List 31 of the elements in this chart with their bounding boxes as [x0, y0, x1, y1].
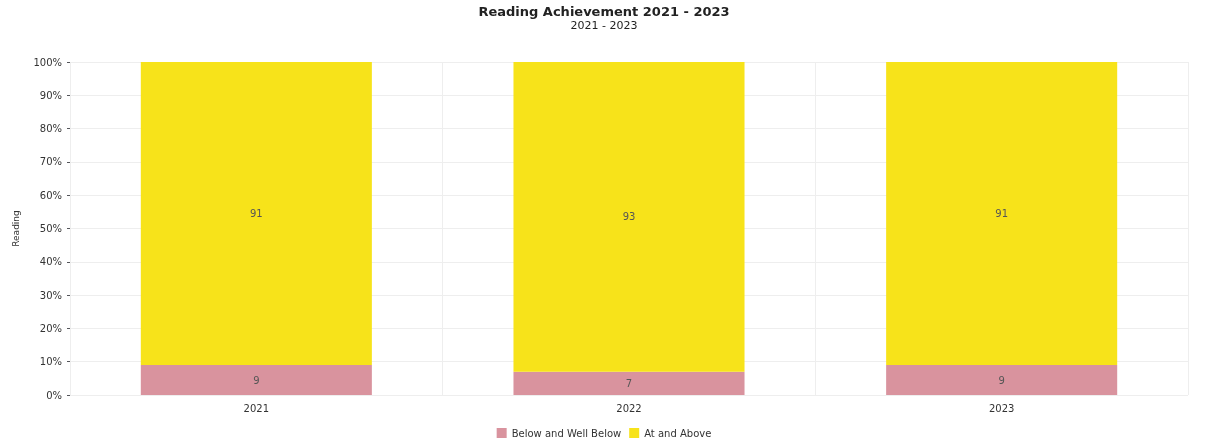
- data-label: 93: [622, 211, 636, 223]
- y-tick-label: 90%: [39, 89, 62, 101]
- data-label: 9: [253, 374, 260, 386]
- y-tick-label: 60%: [39, 189, 62, 201]
- bar: [140, 365, 372, 395]
- chart-subtitle: 2021 - 2023: [570, 19, 638, 32]
- bar: [886, 62, 1118, 366]
- y-tick-label: 50%: [39, 223, 62, 234]
- y-tick-label: 30%: [39, 289, 62, 301]
- bar: [513, 371, 745, 395]
- legend-label: Below and Well Below: [511, 427, 622, 439]
- x-tick-label: 2021: [243, 402, 270, 414]
- legend-label: At and Above: [644, 427, 712, 439]
- data-label: 91: [995, 208, 1009, 220]
- x-tick-label: 2022: [616, 402, 642, 414]
- y-tick-label: 80%: [39, 123, 62, 135]
- bar: [513, 62, 745, 372]
- data-label: 7: [625, 377, 633, 389]
- y-tick-label: 70%: [39, 156, 62, 168]
- chart-title: Reading Achievement 2021 - 2023: [478, 4, 730, 19]
- bar: [886, 365, 1118, 395]
- y-tick-label: 40%: [39, 256, 62, 268]
- y-tick-label: 0%: [46, 389, 62, 401]
- x-tick-label: 2023: [988, 402, 1015, 414]
- y-axis-title: Reading: [10, 210, 21, 247]
- y-tick-label: 20%: [39, 322, 62, 334]
- y-tick-label: 100%: [33, 56, 62, 68]
- y-tick-label: 10%: [39, 356, 62, 368]
- bar: [140, 62, 372, 366]
- data-label: 91: [249, 208, 263, 220]
- data-label: 9: [998, 374, 1005, 386]
